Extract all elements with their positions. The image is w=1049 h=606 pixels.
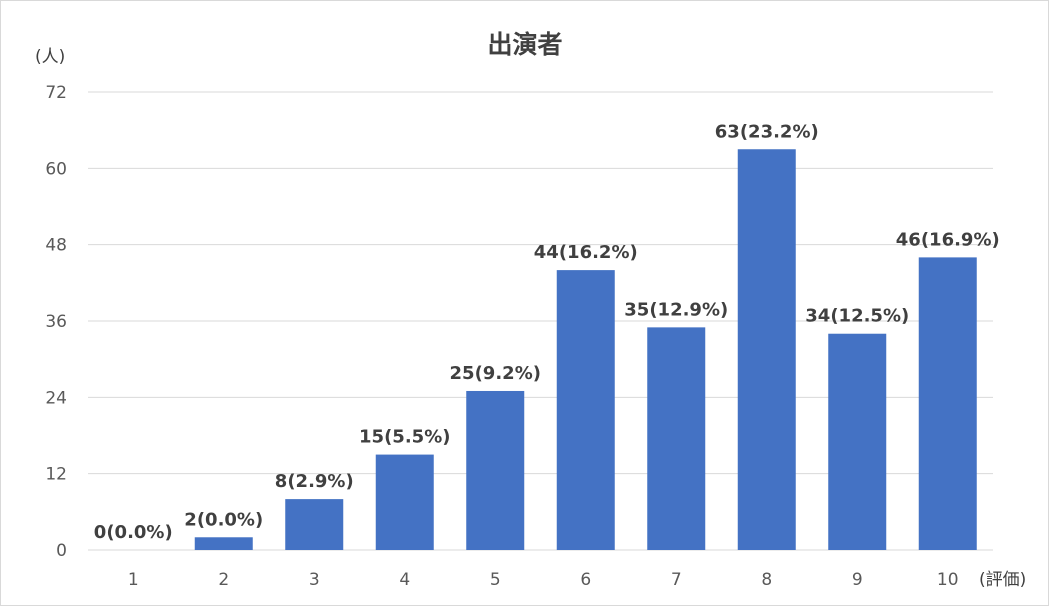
chart-title: 出演者 [487,30,562,59]
x-tick-label: 3 [309,570,320,590]
data-label: 2(0.0%) [184,509,263,530]
x-tick-label: 10 [937,570,959,590]
y-axis-unit-label: (人) [35,47,65,67]
bar [737,149,796,550]
data-label: 63(23.2%) [715,121,819,142]
bar [375,454,434,550]
bar [194,537,253,550]
x-tick-label: 8 [761,570,772,590]
x-tick-label: 7 [671,570,682,590]
y-tick-label: 48 [45,236,67,256]
y-tick-label: 0 [56,541,67,561]
y-tick-label: 72 [45,83,67,103]
x-tick-label: 4 [399,570,410,590]
data-label: 8(2.9%) [275,471,354,492]
bar [285,499,344,550]
x-tick-label: 9 [852,570,863,590]
x-tick-label: 5 [490,570,501,590]
data-label: 34(12.5%) [805,306,909,327]
bar [466,390,525,550]
y-tick-label: 36 [45,312,67,332]
data-label: 0(0.0%) [94,522,173,543]
data-label: 46(16.9%) [896,229,1000,250]
x-axis-unit-label: (評価) [979,570,1026,590]
gridlines [88,91,993,551]
x-axis-ticks: 1 2 3 4 5 6 7 8 9 10 [128,570,959,590]
bar [918,257,977,550]
data-label: 25(9.2%) [450,363,541,384]
x-tick-label: 2 [218,570,229,590]
bar [828,333,887,550]
data-labels: 0(0.0%) 2(0.0%) 8(2.9%) 15(5.5%) 25(9.2%) 44(… [94,121,1000,543]
x-tick-label: 6 [580,570,591,590]
bars [194,149,977,550]
bar [647,327,706,550]
y-tick-label: 24 [45,388,67,408]
bar [556,270,615,550]
data-label: 15(5.5%) [359,427,450,448]
x-tick-label: 1 [128,570,139,590]
y-tick-label: 60 [45,159,67,179]
data-label: 44(16.2%) [534,242,638,263]
y-axis-ticks: 0 12 24 36 48 60 72 [45,83,67,561]
data-label: 35(12.9%) [624,299,728,320]
y-tick-label: 12 [45,465,67,485]
